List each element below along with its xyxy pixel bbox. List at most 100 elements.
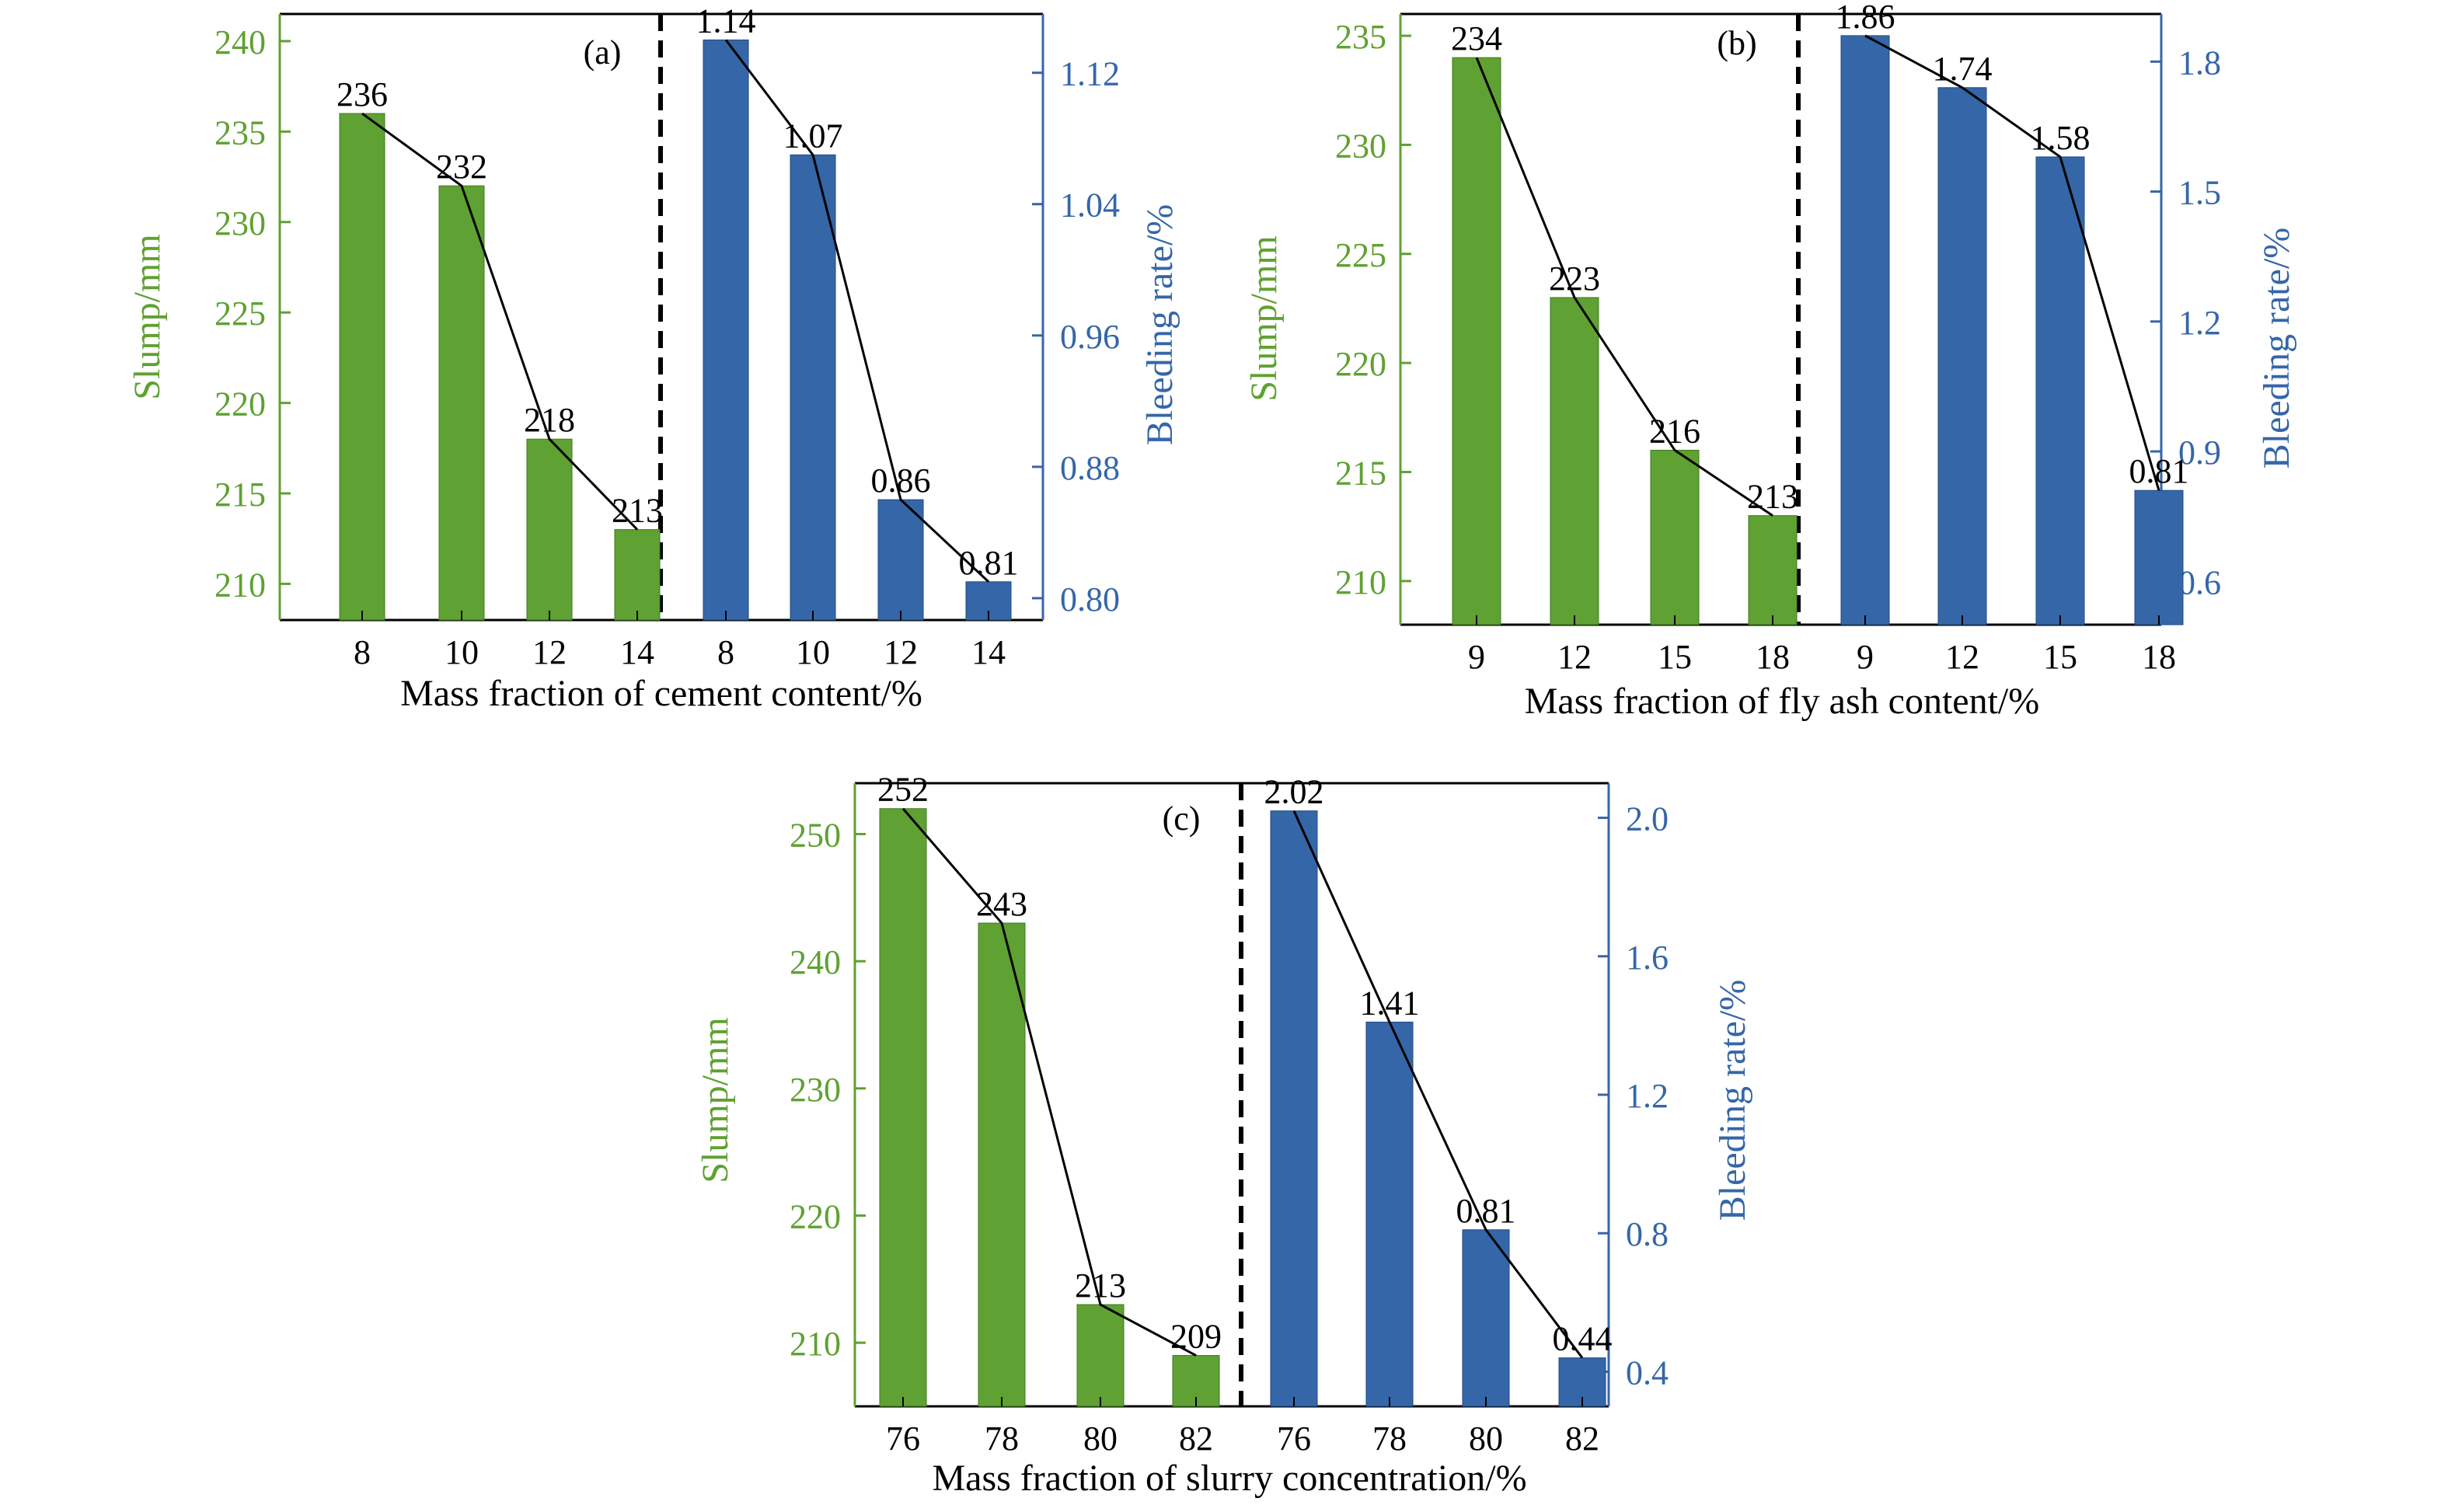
left-axis-label: Slump/mm <box>127 234 168 399</box>
left-axis-label: Slump/mm <box>695 1017 736 1183</box>
bleeding-data-label: 1.41 <box>1360 984 1420 1022</box>
left-tick-label: 235 <box>1335 18 1386 56</box>
slump-bar <box>526 438 573 621</box>
slump-bar <box>1452 57 1501 625</box>
bleeding-bar <box>790 154 836 621</box>
bleeding-trend-line <box>1292 810 1584 1359</box>
bleeding-data-label: 0.86 <box>871 462 931 500</box>
bleeding-data-label: 1.58 <box>2031 119 2091 157</box>
x-axis-label: Mass fraction of cement content/% <box>400 673 922 714</box>
x-tick-label: 80 <box>1083 1420 1118 1458</box>
left-tick-label: 225 <box>1335 236 1386 274</box>
panel-label: (a) <box>584 33 622 71</box>
x-tick-label: 8 <box>717 633 734 671</box>
x-tick-label: 9 <box>1468 638 1485 676</box>
bleeding-bar <box>1937 87 1987 625</box>
slump-data-label: 218 <box>524 401 575 439</box>
left-tick-label: 210 <box>214 566 266 604</box>
left-tick-label: 240 <box>790 943 841 981</box>
slump-data-label: 213 <box>1747 478 1798 516</box>
x-tick-label: 76 <box>886 1420 920 1458</box>
x-tick-label: 76 <box>1277 1420 1311 1458</box>
left-tick-label: 230 <box>790 1071 841 1109</box>
right-tick-label: 0.9 <box>2178 434 2221 472</box>
left-axis-label: Slump/mm <box>1243 235 1285 401</box>
left-tick-label: 220 <box>1335 345 1386 383</box>
x-tick-label: 10 <box>445 633 479 671</box>
x-tick-label: 10 <box>796 633 830 671</box>
left-tick-label: 250 <box>790 816 841 854</box>
bleeding-data-label: 2.02 <box>1264 773 1324 811</box>
x-axis-label: Mass fraction of slurry concentration/% <box>932 1458 1526 1499</box>
x-tick-label: 18 <box>1756 638 1790 676</box>
bleeding-data-label: 1.86 <box>1836 0 1895 36</box>
slump-data-label: 252 <box>877 771 929 809</box>
slump-data-label: 234 <box>1451 19 1502 57</box>
chart-panel-b: 210 215 220 225 230 235 0.6 0.9 1.2 1.5 1.8 234 223 2… <box>1243 0 2297 722</box>
slump-bar <box>1650 449 1700 625</box>
x-tick-label: 15 <box>1658 638 1692 676</box>
slump-bar <box>879 808 927 1407</box>
right-axis-label: Bleeding rate/% <box>1712 980 1753 1221</box>
right-axis-label: Bleeding rate/% <box>1139 204 1180 446</box>
bleeding-data-label: 0.81 <box>2129 452 2189 490</box>
right-tick-label: 0.96 <box>1060 318 1120 356</box>
right-tick-label: 0.80 <box>1060 580 1120 618</box>
right-tick-label: 1.6 <box>1626 939 1669 977</box>
slump-trend-line <box>361 112 639 531</box>
x-tick-label: 12 <box>532 633 567 671</box>
slump-trend-line <box>901 807 1197 1357</box>
bleeding-data-label: 1.74 <box>1933 50 1993 88</box>
right-axis-label: Bleeding rate/% <box>2256 228 2297 469</box>
chart-panel-c: 2102202302402500.40.81.21.62.02522432132… <box>695 771 1753 1499</box>
slump-bar <box>438 185 485 621</box>
slump-data-label: 213 <box>1075 1266 1126 1305</box>
right-tick-label: 1.2 <box>2178 304 2221 342</box>
right-tick-label: 0.6 <box>2178 563 2221 601</box>
left-tick-label: 215 <box>214 476 266 514</box>
x-tick-label: 78 <box>985 1420 1019 1458</box>
right-tick-label: 1.5 <box>2178 174 2221 212</box>
x-tick-label: 82 <box>1565 1420 1599 1458</box>
x-tick-label: 8 <box>354 633 371 671</box>
left-tick-label: 240 <box>214 23 266 61</box>
bleeding-bar <box>2134 489 2184 625</box>
left-tick-label: 220 <box>790 1197 841 1235</box>
right-tick-label: 1.2 <box>1626 1077 1669 1115</box>
bleeding-bar <box>2035 156 2085 625</box>
slump-bar <box>339 113 385 621</box>
bleeding-trend-line <box>1864 34 2160 491</box>
right-tick-label: 1.04 <box>1060 186 1120 225</box>
slump-bar <box>1076 1304 1125 1407</box>
slump-data-label: 232 <box>436 148 487 186</box>
x-tick-label: 80 <box>1469 1420 1503 1458</box>
panel-label: (b) <box>1717 24 1756 62</box>
bleeding-data-label: 0.44 <box>1553 1320 1613 1358</box>
left-tick-label: 225 <box>214 294 266 333</box>
panel-label: (c) <box>1163 800 1201 838</box>
left-tick-label: 220 <box>214 385 266 423</box>
left-tick-label: 235 <box>214 113 266 152</box>
slump-data-label: 223 <box>1549 260 1600 298</box>
bleeding-bar <box>1462 1229 1510 1407</box>
x-tick-label: 18 <box>2142 638 2176 676</box>
bleeding-bar <box>1270 810 1318 1407</box>
bleeding-bar <box>703 39 749 621</box>
x-tick-label: 82 <box>1179 1420 1213 1458</box>
x-tick-label: 14 <box>971 633 1006 671</box>
right-tick-label: 1.8 <box>2178 44 2221 82</box>
chart-panel-a: 210 215 220 225 230 235 240 0.80 0.88 0.96 1.04 1.1… <box>127 2 1180 714</box>
bleeding-data-label: 0.81 <box>1456 1192 1516 1230</box>
left-tick-label: 230 <box>214 204 266 242</box>
right-tick-label: 0.4 <box>1626 1353 1669 1392</box>
bleeding-data-label: 1.07 <box>783 117 843 155</box>
bleeding-trend-line <box>724 39 990 583</box>
bleeding-bar <box>1840 35 1890 625</box>
slump-data-label: 209 <box>1170 1318 1222 1356</box>
x-tick-label: 12 <box>884 633 918 671</box>
slump-bar <box>1550 297 1599 625</box>
slump-bar <box>978 922 1026 1407</box>
x-tick-label: 14 <box>620 633 654 671</box>
bleeding-bar <box>877 499 924 621</box>
